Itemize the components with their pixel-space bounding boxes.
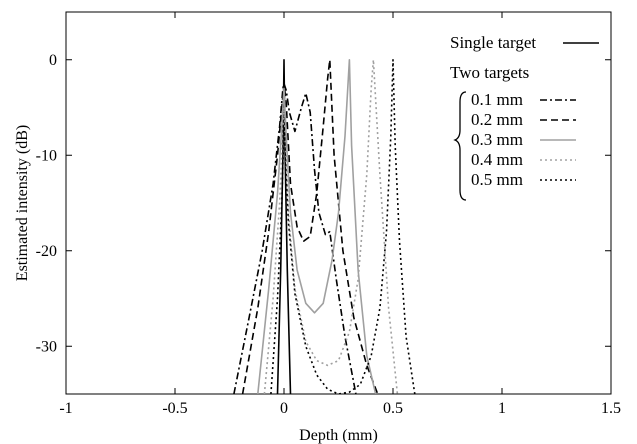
y-axis-label: Estimated intensity (dB) <box>14 125 31 281</box>
legend-label: 0.2 mm <box>471 110 523 129</box>
legend-brace <box>453 91 467 201</box>
series-line-single-target <box>276 58 292 394</box>
x-tick-label: -0.5 <box>162 400 187 417</box>
y-tick-label: 0 <box>49 52 57 69</box>
x-axis: -1 -0.5 0 0.5 1 1.5 <box>59 12 621 417</box>
y-tick-label: -20 <box>36 243 57 260</box>
x-tick-label: 1.5 <box>601 400 621 417</box>
legend-background <box>440 28 605 198</box>
plot-frame <box>65 11 612 395</box>
legend-label: 0.3 mm <box>471 130 523 149</box>
series-line-0-5-mm <box>270 58 416 394</box>
y-tick-label: -10 <box>36 147 57 164</box>
series-line-0-2-mm <box>241 58 379 394</box>
series-line-0-1-mm <box>233 82 357 394</box>
legend: Single target Two targets 0.1 mm0.2 mm0.3 … <box>440 28 605 201</box>
legend-label: 0.5 mm <box>471 170 523 189</box>
x-tick-label: 0.5 <box>383 400 403 417</box>
legend-label: 0.4 mm <box>471 150 523 169</box>
x-tick-label: -1 <box>59 400 72 417</box>
series-line-0-4-mm <box>263 58 399 394</box>
legend-label: Single target <box>450 33 536 52</box>
x-tick-label: 0 <box>280 400 288 417</box>
y-axis: 0 -10 -20 -30 <box>36 52 611 355</box>
legend-label: 0.1 mm <box>471 90 523 109</box>
plot-area-frame <box>65 11 612 395</box>
series-line-0-3-mm <box>257 58 377 394</box>
y-tick-label: -30 <box>36 338 57 355</box>
series-group <box>233 58 416 394</box>
legend-heading: Two targets <box>450 63 529 82</box>
x-axis-label: Depth (mm) <box>299 427 378 444</box>
x-tick-label: 1 <box>498 400 506 417</box>
